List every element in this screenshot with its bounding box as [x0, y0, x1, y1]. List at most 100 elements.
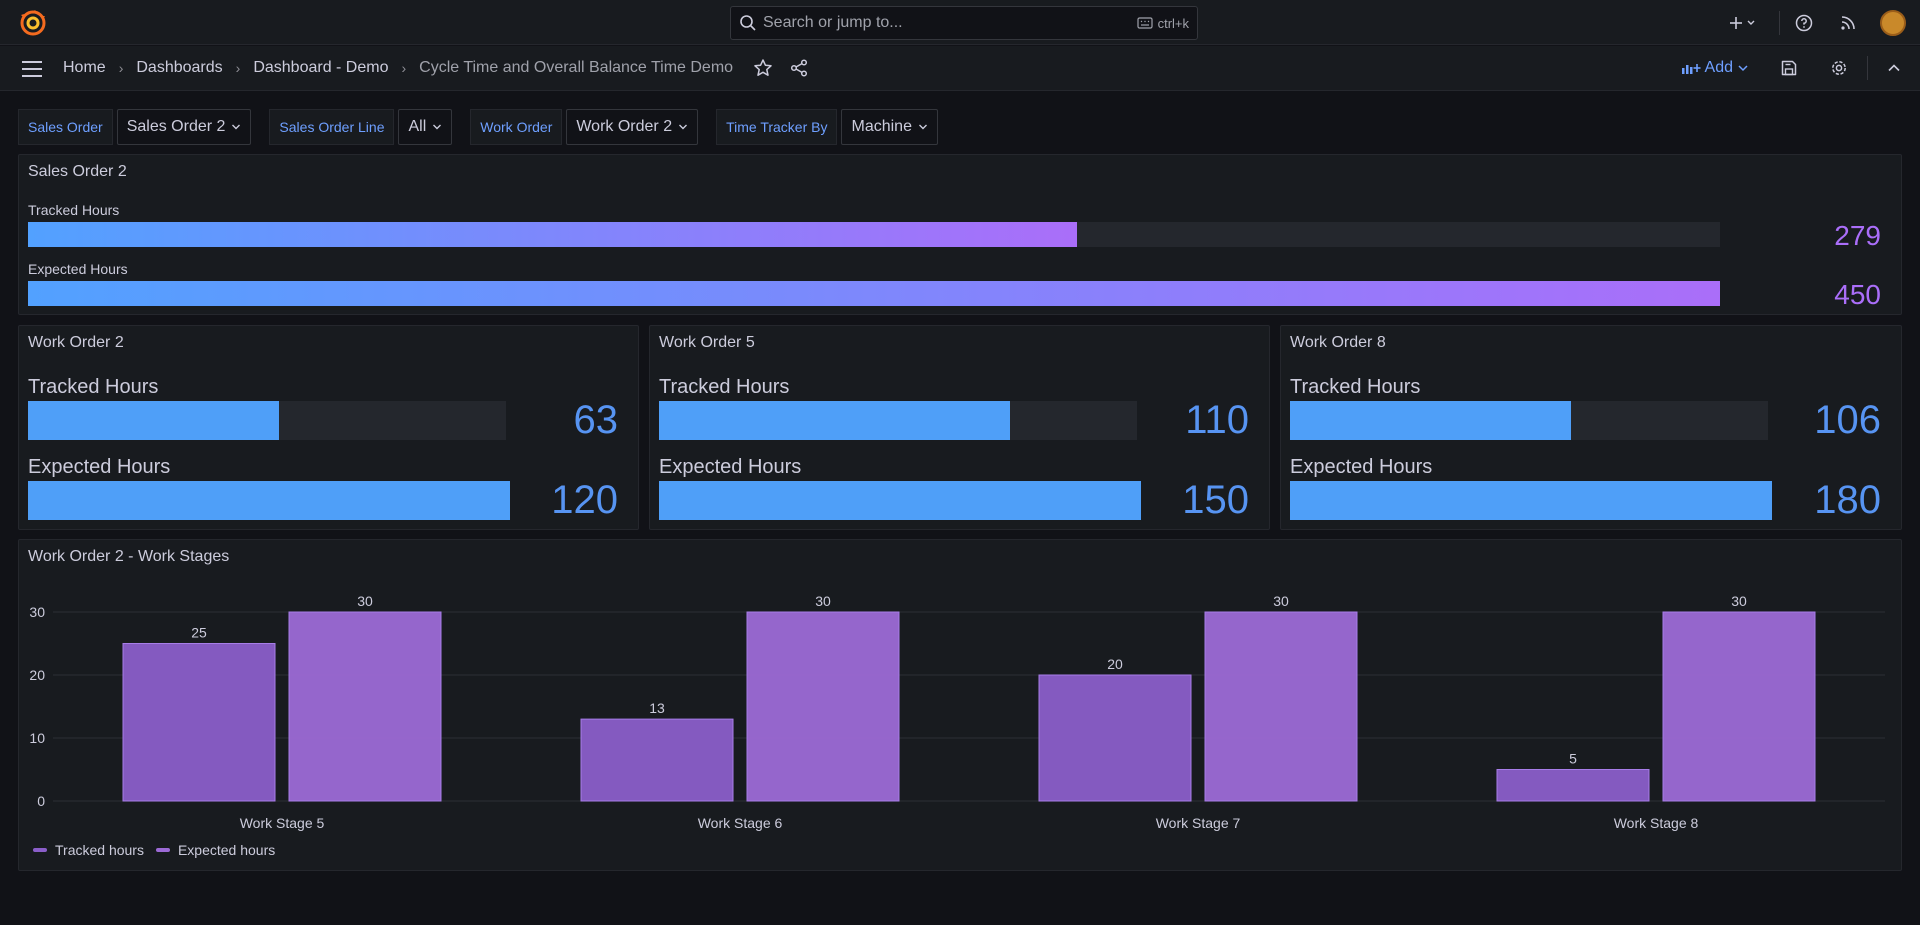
bar-value-label: 30 [357, 593, 373, 609]
divider [1867, 56, 1868, 80]
variable-value: Sales Order 2 [126, 118, 226, 135]
bar-label-tracked: Tracked Hours [28, 202, 120, 218]
search-icon [739, 14, 757, 32]
chevron-up-icon [1888, 64, 1900, 72]
search-bar[interactable]: ctrl+k [730, 6, 1198, 40]
chevron-down-icon [433, 124, 442, 130]
bargauge-bar-expected [28, 481, 510, 520]
legend-item-tracked[interactable]: Tracked hours [33, 842, 144, 858]
breadcrumb-dashboards[interactable]: Dashboards [136, 59, 223, 76]
help-button[interactable] [1792, 11, 1816, 35]
bar-label-expected: Expected Hours [1290, 456, 1433, 478]
panel-title: Work Order 5 [659, 334, 755, 351]
sales-order-panel[interactable]: Sales Order 2 Tracked Hours 279 Expected… [18, 154, 1902, 315]
work-order-panel[interactable]: Work Order 8 Tracked Hours 106 Expected … [1280, 325, 1902, 530]
search-input[interactable] [763, 14, 1137, 32]
legend-swatch [33, 848, 47, 852]
bar-expected [288, 611, 442, 802]
bargauge-value-expected: 450 [1834, 279, 1881, 310]
bargauge-value-tracked: 63 [573, 398, 619, 442]
new-menu-button[interactable] [1725, 11, 1761, 35]
nav-actions: Add [1681, 46, 1920, 90]
breadcrumb-folder[interactable]: Dashboard - Demo [253, 59, 389, 76]
variable-value: Work Order 2 [576, 118, 673, 135]
breadcrumb-separator: › [118, 60, 124, 76]
variable-select-sales-order-line[interactable]: All [398, 109, 453, 145]
work-order-panel[interactable]: Work Order 5 Tracked Hours 110 Expected … [649, 325, 1270, 530]
bargauge-track [28, 481, 510, 520]
x-tick-label: Work Stage 7 [1156, 815, 1241, 831]
share-icon [791, 59, 808, 77]
menu-button[interactable] [20, 58, 44, 80]
nav-bar: Home › Dashboards › Dashboard - Demo › C… [0, 46, 1920, 91]
y-tick-label: 20 [29, 667, 45, 683]
bar-value-label: 25 [191, 625, 207, 641]
user-avatar[interactable] [1880, 9, 1906, 36]
work-stages-panel[interactable]: Work Order 2 - Work Stages 0 10 20 30 25 30 Wo… [18, 539, 1902, 871]
variable-value: Machine [851, 118, 912, 135]
chevron-down-icon [232, 124, 241, 130]
bar-value-label: 13 [649, 700, 665, 716]
bargauge-bar-tracked [28, 401, 279, 440]
x-tick-label: Work Stage 8 [1614, 815, 1699, 831]
variable-select-sales-order[interactable]: Sales Order 2 [116, 109, 252, 145]
plus-icon [1730, 16, 1755, 29]
breadcrumb-home[interactable]: Home [63, 59, 106, 76]
bargauge-bar-tracked [1290, 401, 1572, 440]
star-button[interactable] [751, 56, 775, 80]
hamburger-icon [22, 61, 42, 77]
bargauge-bar-tracked [28, 222, 1078, 247]
bargauge-track [1290, 481, 1772, 520]
variable-select-work-order[interactable]: Work Order 2 [566, 109, 699, 145]
panel-title: Sales Order 2 [28, 163, 127, 180]
bargauge-track [659, 481, 1141, 520]
bargauge-value-expected: 120 [551, 478, 618, 522]
breadcrumb-separator: › [401, 60, 407, 76]
bargauge-track [28, 401, 506, 440]
y-tick-label: 0 [37, 793, 45, 809]
divider [1779, 10, 1780, 35]
bar-label-tracked: Tracked Hours [659, 376, 790, 398]
variable-select-time-tracker[interactable]: Machine [841, 109, 938, 145]
search-shortcut: ctrl+k [1136, 16, 1189, 31]
bargauge-value-tracked: 106 [1814, 398, 1881, 442]
bargauge-value-tracked: 279 [1834, 220, 1881, 251]
bar-chart: 0 10 20 30 25 30 Work Stage 5 13 30 Work Stage 6 2… [29, 593, 1885, 831]
variable-label-time-tracker: Time Tracker By [716, 109, 838, 145]
y-tick-label: 30 [29, 604, 45, 620]
bar-label-tracked: Tracked Hours [28, 376, 159, 398]
chevron-down-icon [918, 124, 927, 130]
panel-title: Work Order 8 [1290, 334, 1386, 351]
chart-legend: Tracked hours Expected hours [33, 842, 287, 858]
bargauge-track [659, 401, 1137, 440]
grafana-logo-icon[interactable] [20, 10, 46, 36]
share-button[interactable] [787, 56, 811, 80]
rss-icon [1841, 15, 1855, 30]
bar-tracked [122, 643, 276, 802]
bar-label-expected: Expected Hours [659, 456, 802, 478]
work-order-panel[interactable]: Work Order 2 Tracked Hours 63 Expected H… [18, 325, 639, 530]
top-bar: ctrl+k [0, 0, 1920, 45]
legend-swatch [155, 848, 170, 852]
add-button[interactable]: Add [1681, 59, 1749, 77]
variable-bar: Sales Order Sales Order 2 Sales Order Li… [18, 109, 938, 145]
settings-button[interactable] [1827, 56, 1851, 80]
bargauge-value-expected: 150 [1182, 478, 1249, 522]
collapse-button[interactable] [1882, 56, 1906, 80]
breadcrumb-separator: › [235, 60, 241, 76]
top-right-actions [1725, 0, 1920, 45]
gear-icon [1832, 61, 1846, 75]
news-button[interactable] [1836, 11, 1860, 35]
bar-value-label: 30 [1273, 593, 1289, 609]
bar-value-label: 20 [1107, 656, 1123, 672]
bar-expected [1204, 611, 1358, 802]
legend-item-expected[interactable]: Expected hours [155, 842, 276, 858]
bargauge-value-tracked: 110 [1185, 398, 1249, 442]
bargauge-track [28, 222, 1720, 247]
bar-tracked [1496, 769, 1650, 802]
add-button-label: Add [1704, 59, 1733, 76]
save-dashboard-button[interactable] [1777, 56, 1801, 80]
legend-label: Expected hours [177, 842, 276, 858]
variable-value: All [408, 118, 427, 135]
star-icon [754, 59, 772, 76]
